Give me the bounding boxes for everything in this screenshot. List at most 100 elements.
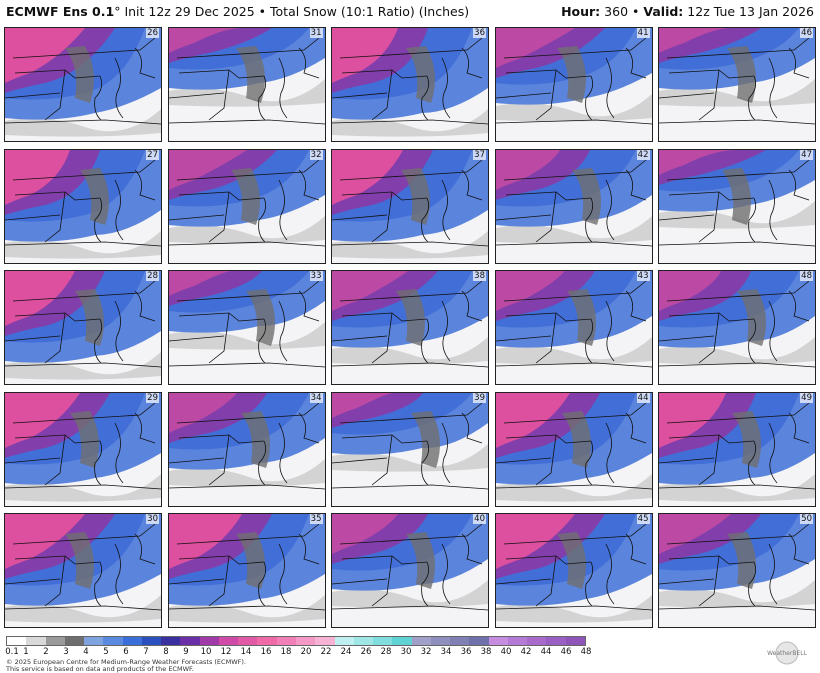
ensemble-member-panel: 44 [494, 391, 653, 507]
logo-icon: WeatherBELL [767, 641, 808, 665]
ensemble-member-panel: 41 [494, 27, 653, 142]
member-number: 49 [800, 392, 813, 403]
member-number: 43 [636, 271, 650, 281]
ensemble-member-panel: 38 [331, 270, 489, 385]
member-number: 40 [473, 514, 486, 524]
colorbar-tick-label: 12 [220, 647, 232, 657]
colorbar-tick-label: 9 [183, 647, 189, 657]
snowfall-map [168, 28, 325, 141]
colorbar-swatch [546, 637, 566, 645]
ensemble-member-panel: 49 [658, 391, 816, 507]
colorbar-swatch [565, 637, 585, 645]
copyright-notice: © 2025 European Centre for Medium-Range … [6, 659, 246, 673]
snowfall-map [5, 392, 161, 506]
snow-colorbar [6, 636, 586, 646]
colorbar-tick-label: 38 [480, 647, 492, 657]
member-number: 27 [146, 149, 159, 160]
hour-value: 360 [604, 4, 629, 19]
ensemble-member-panel: 35 [167, 513, 326, 628]
member-number: 47 [800, 149, 813, 160]
ensemble-member-panel: 39 [331, 391, 489, 507]
colorbar-tick-label: 16 [260, 647, 272, 657]
colorbar-ticks: 0.1 1 2 3 4 5 6 7 8 9 10 12 14 16 18 20 22 24 26 28 30 32 34 36… [5, 647, 591, 659]
ensemble-member-panel: 31 [167, 27, 326, 142]
colorbar-tick-label: 32 [420, 647, 432, 657]
colorbar-swatch [373, 637, 393, 645]
snowfall-map [332, 514, 488, 627]
snowfall-map [5, 271, 161, 384]
snowfall-map [5, 149, 161, 263]
snowfall-map [332, 271, 488, 384]
valid-label: Valid: [643, 4, 684, 19]
colorbar-tick-label: 6 [123, 647, 129, 657]
colorbar-tick-label: 18 [280, 647, 292, 657]
colorbar-tick-label: 34 [440, 647, 452, 657]
init-time: Init 12z 29 Dec 2025 [124, 4, 255, 19]
ensemble-member-panel: 37 [331, 148, 489, 264]
colorbar-swatch [315, 637, 335, 645]
colorbar-swatch [180, 637, 200, 645]
snowfall-map [495, 271, 652, 384]
colorbar-tick-label: 28 [380, 647, 392, 657]
copyright-line-1: © 2025 European Centre for Medium-Range … [6, 658, 246, 666]
colorbar-tick-label: 46 [560, 647, 572, 657]
colorbar-tick-label: 14 [240, 647, 252, 657]
ensemble-member-panel: 30 [4, 513, 162, 628]
colorbar-swatch [353, 637, 374, 645]
member-number: 26 [146, 28, 159, 38]
ensemble-member-panel: 48 [658, 270, 816, 385]
colorbar-tick-label: 26 [360, 647, 372, 657]
snowfall-map [495, 28, 652, 141]
colorbar-tick-label: 0.1 [5, 647, 19, 657]
ensemble-member-panel: 46 [658, 27, 816, 142]
colorbar-swatch [7, 637, 27, 645]
snowfall-map [168, 392, 325, 506]
member-number: 30 [146, 514, 159, 524]
member-number: 45 [636, 514, 650, 524]
member-number: 29 [146, 392, 159, 403]
colorbar-tick-label: 40 [500, 647, 512, 657]
snowfall-map [332, 392, 488, 506]
colorbar-tick-label: 22 [320, 647, 332, 657]
colorbar-swatch [411, 637, 431, 645]
valid-value: 12z Tue 13 Jan 2026 [687, 4, 814, 19]
ensemble-member-panel: 45 [494, 513, 653, 628]
member-number: 41 [636, 28, 650, 38]
member-number: 32 [309, 149, 323, 160]
snowfall-map [332, 28, 488, 141]
snowfall-map [495, 392, 652, 506]
snowfall-map [168, 514, 325, 627]
colorbar-tick-label: 7 [143, 647, 149, 657]
snowfall-map [168, 271, 325, 384]
colorbar-swatch [161, 637, 181, 645]
colorbar-swatch [103, 637, 123, 645]
ensemble-panel-grid: 26 31 36 41 46 [4, 27, 816, 631]
colorbar-swatch [141, 637, 162, 645]
snowfall-map [659, 514, 815, 627]
header-right: Hour: 360 • Valid: 12z Tue 13 Jan 2026 [561, 4, 814, 19]
ensemble-member-panel: 32 [167, 148, 326, 264]
colorbar-swatch [84, 637, 104, 645]
ensemble-member-panel: 34 [167, 391, 326, 507]
colorbar-tick-label: 3 [63, 647, 69, 657]
member-number: 38 [473, 271, 486, 281]
colorbar-tick-label: 4 [83, 647, 89, 657]
colorbar-tick-label: 2 [43, 647, 49, 657]
colorbar-swatch [45, 637, 65, 645]
member-number: 48 [800, 271, 813, 281]
snowfall-map [659, 392, 815, 506]
logo-text: WeatherBELL [767, 650, 808, 657]
degree-symbol: ° [114, 4, 121, 19]
member-number: 35 [309, 514, 323, 524]
ensemble-member-panel: 28 [4, 270, 162, 385]
member-number: 28 [146, 271, 159, 281]
ensemble-member-panel: 36 [331, 27, 489, 142]
colorbar-tick-label: 5 [103, 647, 109, 657]
colorbar-tick-label: 36 [460, 647, 472, 657]
colorbar-tick-label: 1 [23, 647, 29, 657]
colorbar-swatch [276, 637, 296, 645]
colorbar-tick-label: 48 [580, 647, 592, 657]
snowfall-map [495, 514, 652, 627]
model-name: ECMWF Ens 0.1 [6, 4, 115, 19]
header-left: ECMWF Ens 0.1° Init 12z 29 Dec 2025 • To… [6, 4, 470, 19]
